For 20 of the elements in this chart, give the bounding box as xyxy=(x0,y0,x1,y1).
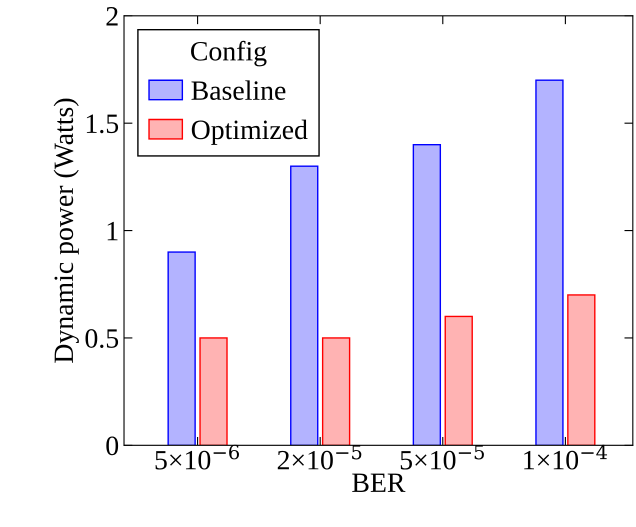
bar xyxy=(444,316,473,446)
x-axis-title: BER xyxy=(352,474,406,492)
bar xyxy=(199,337,228,446)
bar xyxy=(412,144,442,446)
bar xyxy=(322,337,350,446)
y-tick-label: 2 xyxy=(106,7,118,26)
x-tick-label: 1×10$^{−4}$ xyxy=(524,444,608,470)
y-tick-label: 0.5 xyxy=(85,329,118,348)
x-tick-label: 5×10$^{−6}$ xyxy=(156,444,239,470)
legend-label: Optimized xyxy=(192,120,308,145)
bar xyxy=(535,80,564,446)
legend-label: Baseline xyxy=(191,80,286,100)
bar xyxy=(290,165,318,446)
y-tick-label: 0 xyxy=(106,436,118,456)
y-tick-label: 1 xyxy=(108,222,118,240)
y-tick-label: 1.5 xyxy=(86,114,118,134)
y-axis-title: Dynamic power (Watts) xyxy=(54,98,79,363)
bar xyxy=(167,251,196,446)
bar xyxy=(567,294,596,446)
legend-title: Config xyxy=(191,40,267,66)
